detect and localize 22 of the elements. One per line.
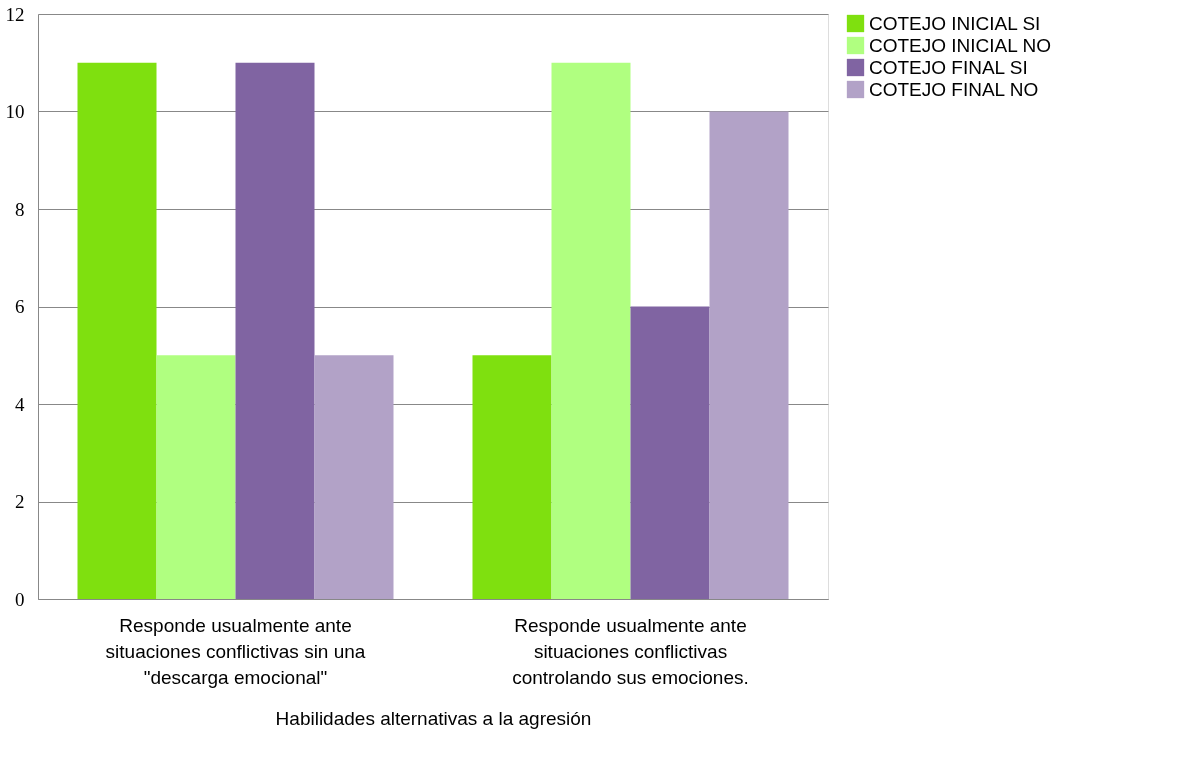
bar bbox=[314, 355, 394, 599]
bar bbox=[156, 355, 236, 599]
y-tick-label: 4 bbox=[15, 393, 25, 415]
y-tick-label: 6 bbox=[15, 296, 25, 317]
bar bbox=[77, 62, 157, 599]
x-axis-title: Habilidades alternativas a la agresión bbox=[275, 707, 592, 729]
bar bbox=[235, 62, 315, 599]
bar bbox=[709, 111, 789, 599]
legend-label: COTEJO FINAL SI bbox=[869, 56, 1028, 78]
bar bbox=[551, 62, 631, 599]
y-tick-label: 8 bbox=[15, 198, 25, 220]
bar bbox=[472, 355, 552, 599]
bar bbox=[630, 306, 710, 599]
x-tick-label: Responde usualmente ante situaciones conflictivas sin una "descarga emocional" bbox=[105, 615, 366, 688]
y-tick-label: 12 bbox=[5, 3, 25, 25]
y-tick-label: 0 bbox=[15, 588, 25, 610]
legend-label: COTEJO FINAL NO bbox=[869, 78, 1039, 100]
legend-label: COTEJO INICIAL SI bbox=[869, 12, 1041, 34]
x-tick-label: Responde usualmente ante situaciones conflictivas controlando sus emociones. bbox=[512, 615, 749, 688]
y-tick-label: 10 bbox=[5, 101, 25, 122]
y-tick-label: 2 bbox=[15, 491, 25, 512]
legend-label: COTEJO INICIAL NO bbox=[869, 34, 1051, 56]
